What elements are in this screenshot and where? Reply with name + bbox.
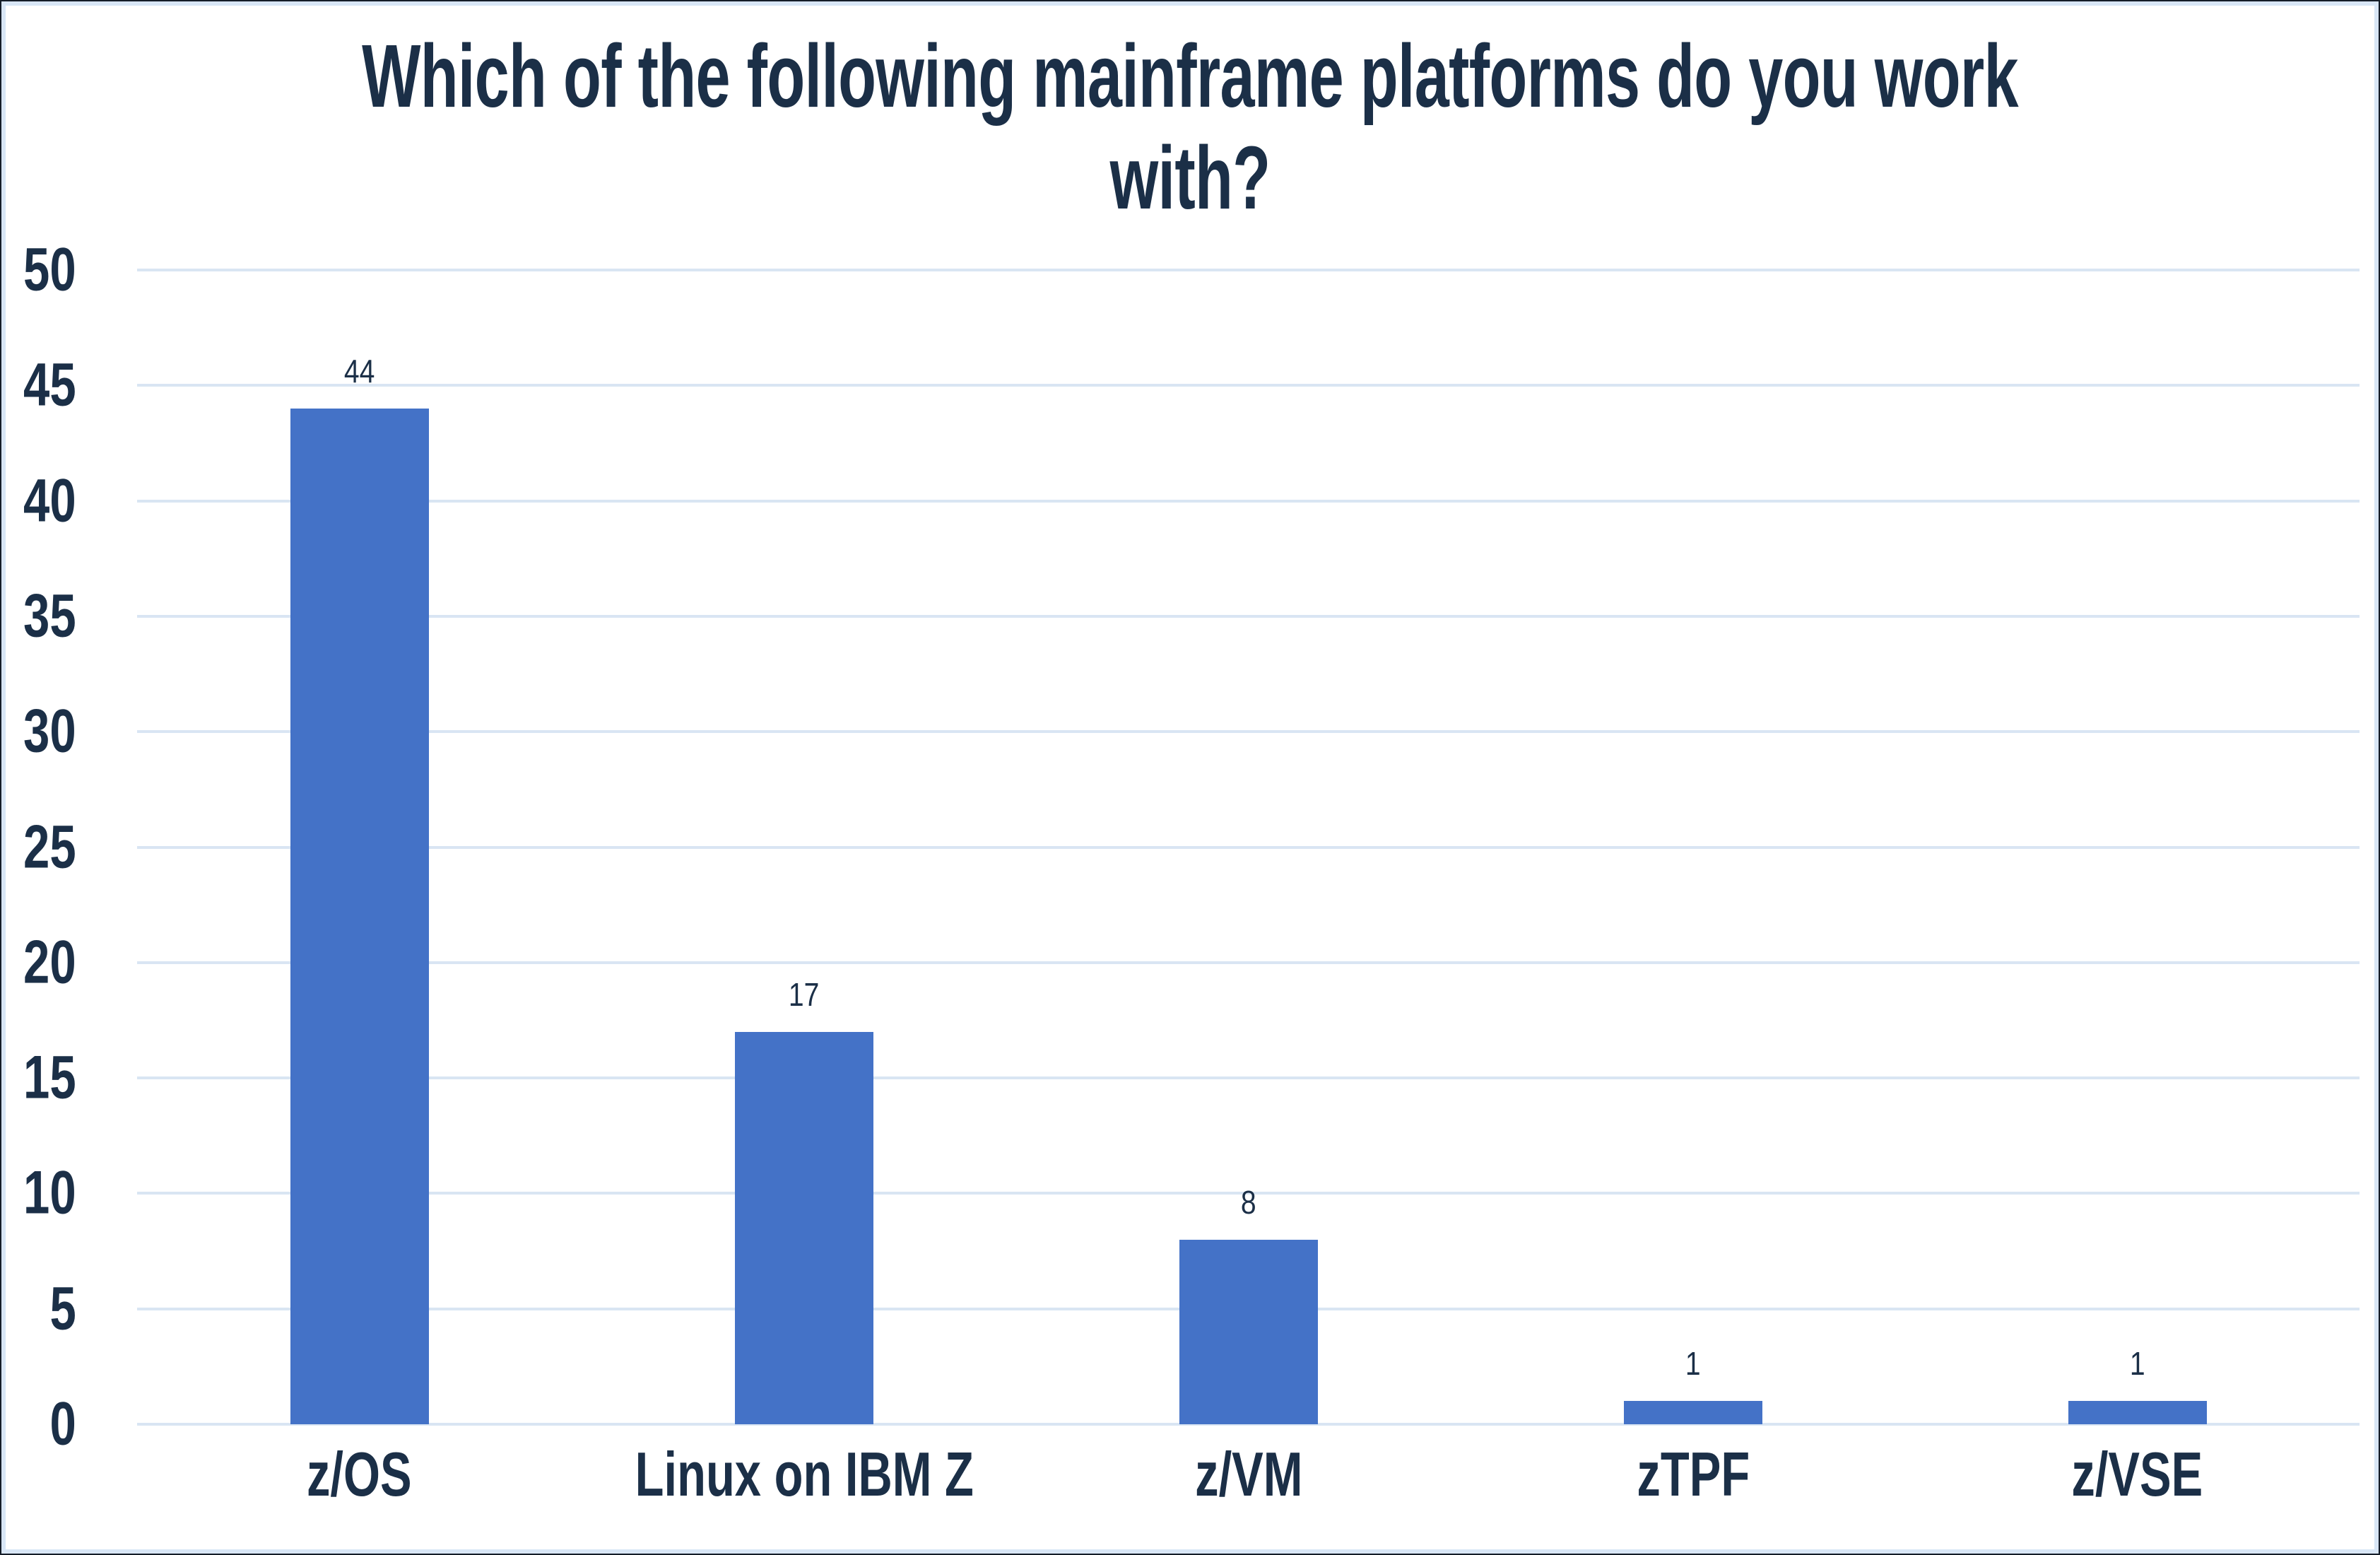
bar-z-os — [290, 408, 429, 1424]
x-axis-category-label-ztpf: zTPF — [1637, 1439, 1750, 1509]
bar-slot-z-vm: 8 — [1026, 270, 1471, 1424]
gridline-20 — [137, 961, 2360, 964]
bar-slot-linux-on-ibm-z: 17 — [582, 270, 1026, 1424]
bar-series: 44 17 8 1 1 — [137, 270, 2360, 1424]
gridline-35 — [137, 614, 2360, 618]
y-axis-tick-label-25: 25 — [23, 813, 77, 881]
y-axis-tick-label-35: 35 — [23, 582, 77, 650]
y-axis-tick-label-45: 45 — [23, 351, 77, 419]
bar-linux-on-ibm-z — [734, 1031, 873, 1424]
gridline-0 — [137, 1423, 2360, 1426]
x-axis-category-label-z-os: z/OS — [306, 1439, 412, 1509]
x-axis-category-label-linux-on-ibm-z: Linux on IBM Z — [635, 1439, 974, 1509]
bar-value-label-linux-on-ibm-z: 17 — [788, 975, 820, 1013]
bar-value-label-z-os: 44 — [343, 352, 375, 389]
bar-slot-z-os: 44 — [137, 270, 582, 1424]
x-axis: z/OS Linux on IBM Z z/VM zTPF z/VSE — [137, 1438, 2360, 1510]
y-axis-tick-label-10: 10 — [23, 1158, 77, 1227]
gridline-50 — [137, 269, 2360, 271]
y-axis-tick-label-50: 50 — [23, 235, 77, 304]
bar-ztpf — [1623, 1401, 1762, 1424]
bar-slot-z-vse: 1 — [1915, 270, 2360, 1424]
y-axis-tick-label-30: 30 — [23, 697, 77, 765]
gridline-25 — [137, 845, 2360, 849]
bar-z-vm — [1179, 1239, 1318, 1424]
y-axis-tick-label-5: 5 — [49, 1274, 76, 1343]
x-axis-category-label-z-vse: z/VSE — [2071, 1439, 2203, 1509]
bar-z-vse — [2068, 1401, 2207, 1424]
gridline-40 — [137, 499, 2360, 503]
bar-value-label-z-vse: 1 — [2129, 1345, 2145, 1383]
bar-slot-ztpf: 1 — [1471, 270, 1915, 1424]
plot-area: 0 5 10 15 20 25 30 35 40 45 50 44 17 8 1 1 — [23, 236, 2360, 1458]
gridline-45 — [137, 384, 2360, 387]
y-axis-tick-label-15: 15 — [23, 1043, 77, 1112]
y-axis-tick-label-0: 0 — [49, 1390, 76, 1458]
gridline-10 — [137, 1192, 2360, 1195]
gridline-30 — [137, 730, 2360, 734]
chart-title-wrap: Which of the following mainframe platfor… — [6, 25, 2374, 228]
y-axis-tick-label-20: 20 — [23, 928, 77, 997]
gridline-15 — [137, 1076, 2360, 1080]
chart-title: Which of the following mainframe platfor… — [362, 26, 2018, 228]
bar-value-label-z-vm: 8 — [1240, 1183, 1256, 1221]
x-axis-category-label-z-vm: z/VM — [1195, 1439, 1303, 1509]
y-axis-tick-label-40: 40 — [23, 466, 77, 535]
bar-value-label-ztpf: 1 — [1685, 1345, 1701, 1383]
